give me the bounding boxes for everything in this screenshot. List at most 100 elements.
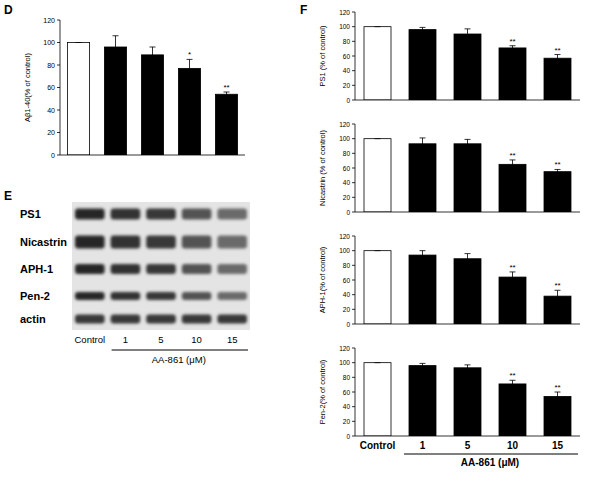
significance: ** [554,383,560,392]
blot-band [217,292,247,300]
bar [141,55,163,155]
x-tick-label: Control [360,440,396,451]
error-cap [465,139,471,140]
bar [215,94,237,155]
error-cap [375,138,381,139]
panel-label: F [300,3,307,17]
y-tick [352,197,355,198]
significance: * [188,50,191,59]
error-cap [150,47,156,48]
y-tick [352,138,355,139]
y-tick [57,42,60,43]
blot-row-label: PS1 [20,208,41,220]
error-line [422,251,423,260]
blot-xlabel: AA-861 (μM) [152,354,206,365]
error-line [422,27,423,31]
y-tick [352,182,355,183]
error-bar [150,47,156,63]
y-tick [57,155,60,156]
error-line [422,363,423,367]
y-tick [57,20,60,21]
y-tick-label: 0 [346,433,350,440]
y-tick-label: 20 [343,418,351,425]
error-line [467,29,468,39]
y-tick [352,294,355,295]
blot-band [182,315,212,324]
plot-area [364,363,571,436]
y-tick [352,265,355,266]
y-tick [352,26,355,27]
x-axis-label: AA-861 (μM) [461,457,519,468]
blot-row-label: APH-1 [20,263,53,275]
y-tick-label: 120 [43,17,55,24]
x-tick-label: 1 [420,440,426,451]
error-line [512,380,513,387]
error-bar [510,160,516,169]
significance: ** [554,160,560,169]
y-axis-label: Nicastrin (% of control) [318,130,327,206]
blot-lane-label: Control [74,334,105,345]
error-bar [420,363,426,367]
y-tick [352,85,355,86]
error-bar [465,365,471,371]
y-axis-label: APH-1(% of control) [318,246,327,313]
error-cap [465,253,471,254]
error-cap [420,363,426,364]
x-axis [355,436,580,437]
significance: ** [509,263,515,272]
bar [364,363,391,436]
plot-area [364,138,571,212]
y-tick [352,70,355,71]
bar-chart: ****020406080100120PS1 (% of control) [318,9,580,104]
y-tick-label: 120 [339,345,350,352]
blot-row-label: Pen-2 [20,290,50,302]
blot-row-label: actin [20,313,46,325]
bar [364,139,391,212]
plot-area [67,36,237,155]
x-tick-label: 5 [465,440,471,451]
blot-band [75,209,105,220]
bar-chart: ****020406080100120Pen-2(% of control)Co… [318,345,580,469]
y-tick [352,406,355,407]
blot-lane-label: 5 [158,334,163,345]
y-tick [352,56,355,57]
bar [364,251,391,324]
blot-band [146,264,176,274]
x-axis [60,155,245,156]
y-tick [352,168,355,169]
y-tick-label: 60 [47,84,55,91]
error-line [557,290,558,302]
bar [454,368,481,436]
error-cap [375,250,381,251]
significance: ** [509,151,515,160]
error-bar [113,36,119,59]
y-tick-label: 40 [343,67,351,74]
y-tick [352,236,355,237]
y-tick-label: 0 [346,97,350,104]
error-line [226,92,227,97]
bar-chart: ***020406080100120Aβ1-40(% of control) [23,17,245,159]
x-axis [355,324,580,325]
error-line [512,46,513,50]
blot-band [75,292,105,300]
y-tick-label: 80 [343,150,351,157]
bar [409,30,436,100]
y-tick [352,421,355,422]
blot-band [75,236,105,249]
significance: ** [554,281,560,290]
y-tick-label: 20 [343,306,351,313]
bar [499,384,526,436]
error-line [467,365,468,371]
error-line [115,36,116,59]
y-tick-label: 60 [343,389,351,396]
y-tick-label: 20 [343,82,351,89]
significance: ** [509,37,515,46]
y-tick-label: 60 [343,165,351,172]
error-bar [555,55,561,62]
bar [409,366,436,436]
error-line [467,139,468,148]
x-axis [355,212,580,213]
error-line [422,138,423,150]
y-tick-label: 80 [47,62,55,69]
x-axis [355,100,580,101]
